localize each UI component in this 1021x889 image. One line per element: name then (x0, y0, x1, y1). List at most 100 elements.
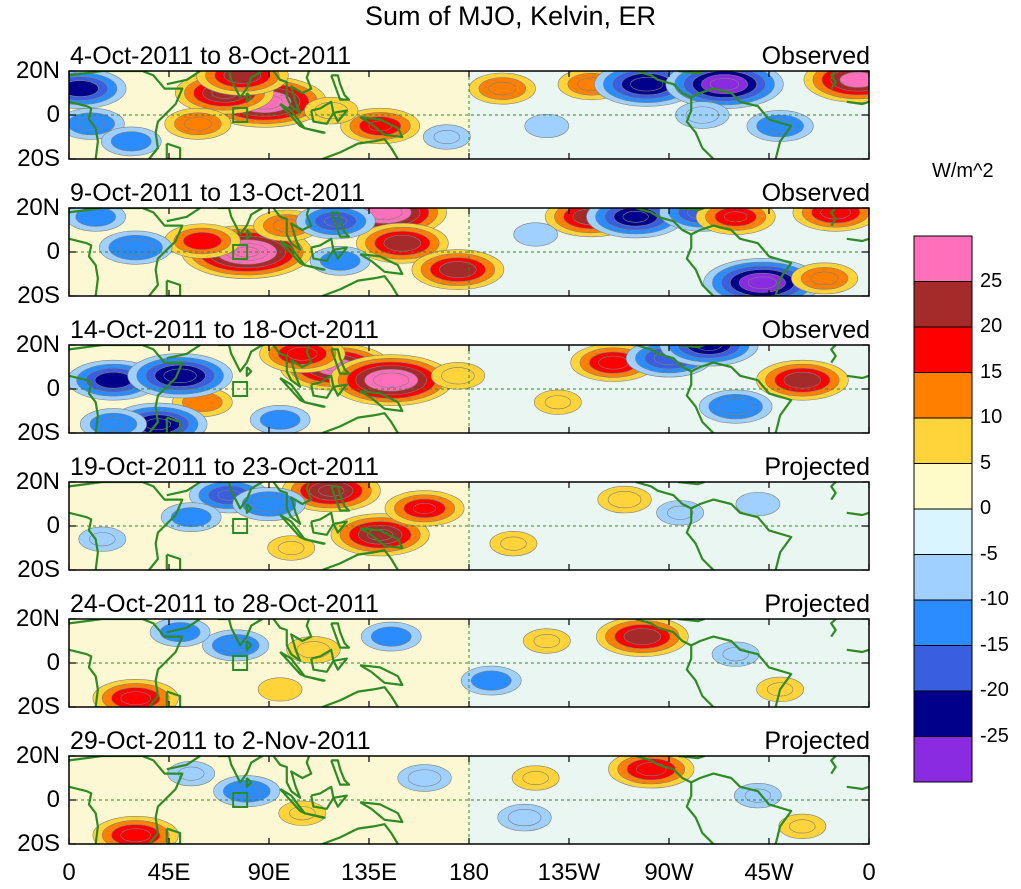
anomaly-blob (524, 113, 570, 139)
panel-map-2 (69, 208, 869, 296)
lon-label: 90W (644, 859, 694, 886)
coastline (69, 345, 184, 433)
panel-status: Observed (761, 316, 870, 344)
coastline (165, 279, 182, 296)
coastline (359, 664, 404, 687)
lat-label: 20N (15, 468, 60, 495)
panel-map-3 (69, 345, 869, 433)
anomaly-blob (695, 208, 776, 235)
colorbar-swatch (913, 554, 973, 601)
coastline (685, 645, 715, 707)
coastline (272, 756, 313, 799)
panel-date-range: 9-Oct-2011 to 13-Oct-2011 (70, 179, 366, 207)
anomaly-blob (309, 245, 371, 276)
colorbar-swatch (913, 645, 973, 692)
lat-label: 0 (46, 101, 60, 128)
coastline (304, 401, 326, 408)
panel-map-4 (69, 482, 869, 570)
coastline (359, 801, 404, 824)
coastline (685, 371, 715, 433)
anomaly-blob (513, 222, 558, 247)
coastline (332, 657, 348, 671)
anomaly-blob (533, 389, 582, 415)
colorbar-label: -5 (980, 542, 998, 565)
coastline (69, 482, 184, 570)
lon-label: 45W (744, 859, 794, 886)
anomaly-blob (360, 621, 422, 652)
coastline (69, 208, 184, 296)
lon-label: 180 (448, 859, 490, 886)
lat-label: 20N (15, 57, 60, 84)
anomaly-blob (69, 71, 127, 109)
coastline (830, 482, 837, 501)
anomaly-blob (596, 619, 689, 657)
coastline (359, 253, 404, 276)
coastline (330, 348, 351, 375)
colorbar-swatch (913, 599, 973, 646)
colorbar-label: -15 (980, 633, 1009, 656)
lon-label: 0 (62, 859, 76, 886)
coastline (830, 71, 837, 90)
coastline (635, 345, 793, 433)
coastline (830, 345, 837, 364)
anomaly-blob (792, 208, 869, 232)
coastline (635, 619, 793, 707)
anomaly-blob (803, 71, 869, 103)
anomaly-blob (98, 230, 173, 265)
coastline (69, 648, 99, 707)
coastline (685, 508, 715, 570)
coastline (165, 690, 182, 707)
anomaly-blob (397, 764, 452, 792)
lon-label: 90E (247, 859, 291, 886)
lat-label: 0 (46, 375, 60, 402)
colorbar-label: 20 (980, 315, 1003, 337)
colorbar-label: -20 (980, 679, 1009, 701)
panel-date-range: 24-Oct-2011 to 28-Oct-2011 (70, 590, 379, 618)
coastline (165, 553, 182, 570)
colorbar-swatch (913, 736, 973, 783)
anomaly-blob (778, 813, 827, 840)
anomaly-blob (92, 816, 179, 844)
coastline (165, 142, 182, 159)
coastline (332, 520, 348, 534)
index-box (232, 244, 249, 260)
lat-label: 20N (15, 605, 60, 632)
coastline (272, 482, 313, 525)
coastline (166, 619, 201, 634)
colorbar-swatch (913, 281, 973, 328)
anomaly-blob (746, 110, 814, 142)
panel-date-range: 19-Oct-2011 to 23-Oct-2011 (70, 453, 379, 481)
lat-label: 0 (46, 512, 60, 539)
lat-label: 0 (46, 649, 60, 676)
anomaly-blob (711, 641, 760, 667)
panel-date-range: 14-Oct-2011 to 18-Oct-2011 (70, 316, 379, 344)
coastline (69, 100, 99, 159)
coastline (217, 345, 263, 373)
coastline (321, 686, 399, 707)
index-box (232, 381, 249, 397)
coastline (359, 527, 404, 550)
colorbar-label: 10 (980, 406, 1003, 428)
anomaly-blob (78, 526, 127, 552)
lat-label: 20N (15, 331, 60, 358)
coastline (635, 756, 793, 844)
coastline (272, 71, 313, 114)
coastline (321, 412, 399, 433)
coastline (304, 264, 326, 271)
colorbar-swatch (913, 508, 973, 555)
coastline (245, 503, 253, 514)
anomaly-blob (384, 490, 465, 527)
lat-label: 20S (17, 693, 60, 720)
panel-date-range: 4-Oct-2011 to 8-Oct-2011 (70, 42, 352, 70)
anomaly-blob (356, 222, 449, 264)
coastline (635, 208, 793, 296)
anomaly-blob (460, 665, 522, 696)
anomaly-blob (430, 362, 485, 390)
lat-label: 20S (17, 830, 60, 857)
anomaly-blob (597, 485, 652, 514)
anomaly-blob (160, 502, 222, 533)
anomaly-blob (69, 208, 126, 232)
coastline (272, 619, 313, 662)
coastline (830, 619, 837, 638)
